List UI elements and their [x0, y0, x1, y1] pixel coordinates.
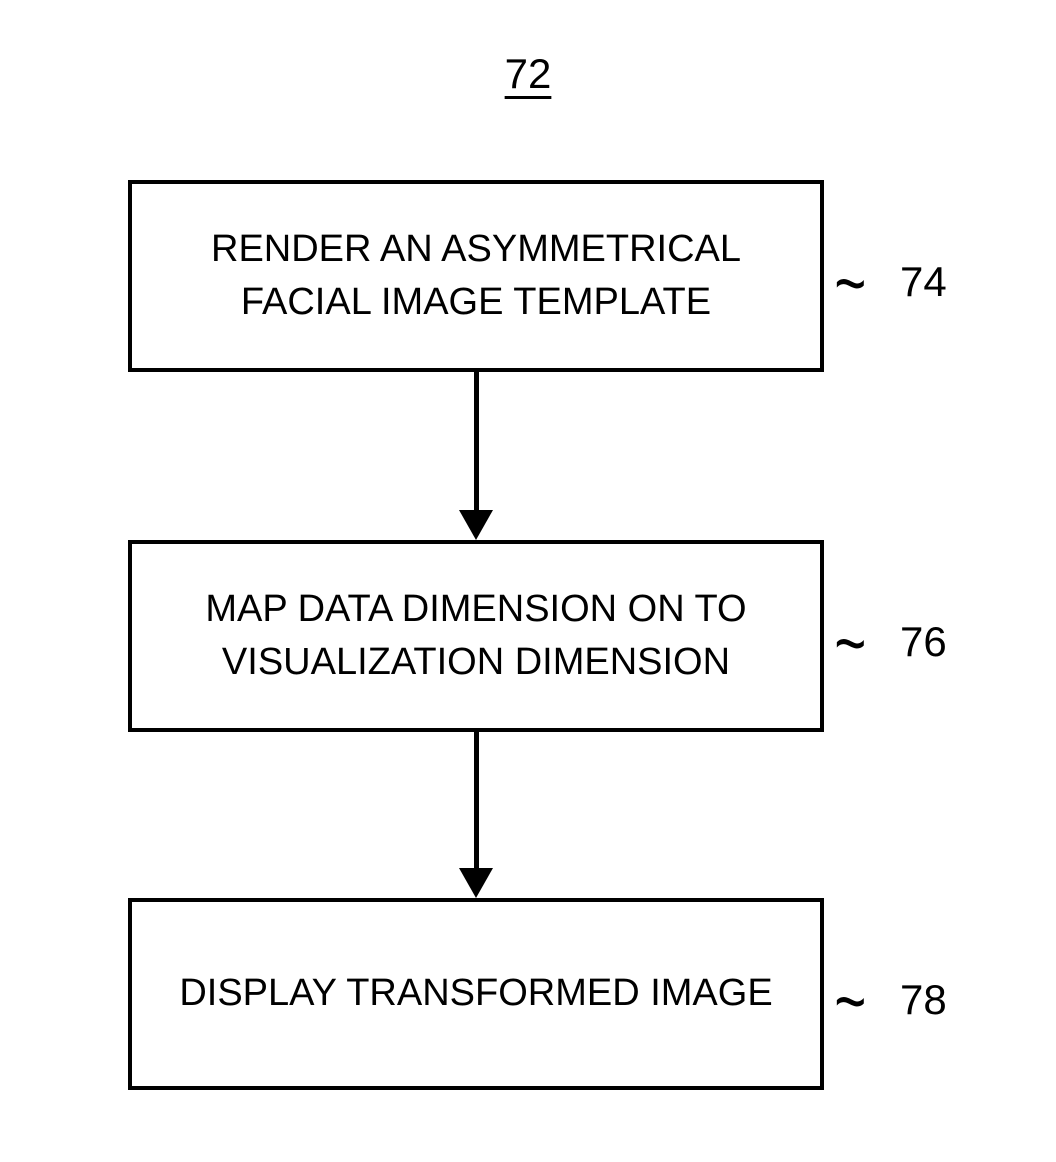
flowchart-node-78: DISPLAY TRANSFORMED IMAGE [128, 898, 824, 1090]
node-label-76: 76 [900, 618, 947, 666]
tilde-74: ~ [834, 241, 866, 327]
arrow-74-76 [474, 372, 479, 514]
node-label-74: 74 [900, 258, 947, 306]
flowchart-node-74: RENDER AN ASYMMETRICALFACIAL IMAGE TEMPL… [128, 180, 824, 372]
diagram-title: 72 [505, 50, 552, 98]
tilde-76: ~ [834, 601, 866, 687]
node-label-78: 78 [900, 976, 947, 1024]
arrow-head-74-76 [459, 510, 493, 540]
arrow-76-78 [474, 732, 479, 872]
tilde-78: ~ [834, 959, 866, 1045]
node-text-78: DISPLAY TRANSFORMED IMAGE [179, 967, 772, 1020]
arrow-head-76-78 [459, 868, 493, 898]
node-text-74: RENDER AN ASYMMETRICALFACIAL IMAGE TEMPL… [211, 223, 741, 329]
node-text-76: MAP DATA DIMENSION ON TOVISUALIZATION DI… [205, 583, 746, 689]
flowchart-node-76: MAP DATA DIMENSION ON TOVISUALIZATION DI… [128, 540, 824, 732]
